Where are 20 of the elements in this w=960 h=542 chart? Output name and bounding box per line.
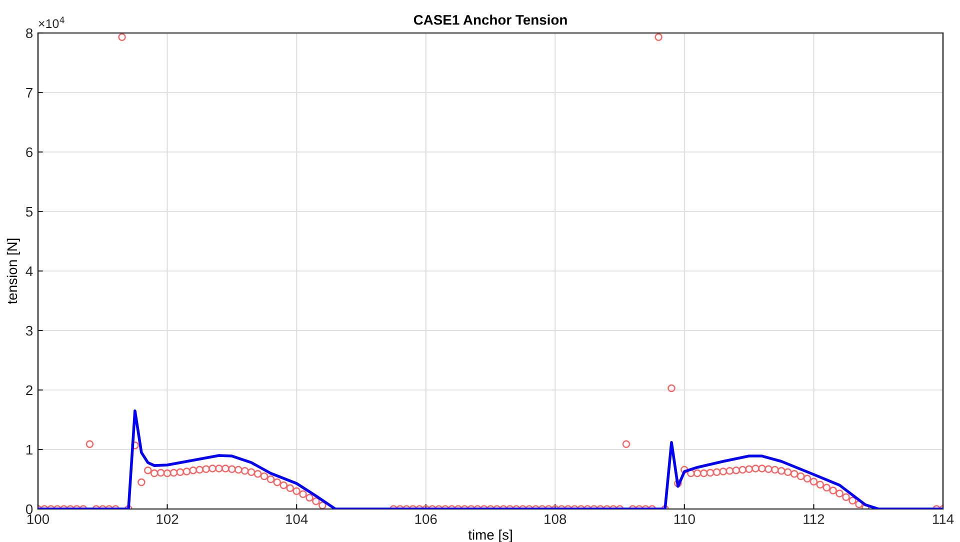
x-tick-label: 114 [932, 514, 954, 524]
y-tick-label: 3 [26, 326, 33, 336]
y-tick-label: 7 [26, 88, 32, 98]
x-tick-label: 108 [544, 514, 566, 524]
y-tick-label: 1 [26, 444, 32, 455]
x-tick-label: 112 [804, 514, 824, 524]
y-tick-label: 6 [26, 147, 33, 158]
y-tick-label: 8 [26, 28, 33, 38]
y-axis-title: tension [N] [6, 238, 20, 304]
x-tick-label: 106 [415, 514, 437, 524]
y-tick-label: 2 [26, 385, 32, 396]
text: ×10$^{4}$ [38, 16, 64, 28]
y-tick-label: 5 [26, 206, 33, 217]
y-tick-label: 0 [26, 504, 33, 514]
x-tick-label: 102 [156, 514, 178, 524]
chart-title: CASE1 Anchor Tension [414, 14, 567, 25]
y-tick-label: 4 [26, 266, 33, 276]
x-tick-label: 110 [674, 514, 695, 524]
x-tick-label: 104 [286, 514, 308, 524]
x-tick-label: 100 [27, 514, 50, 524]
